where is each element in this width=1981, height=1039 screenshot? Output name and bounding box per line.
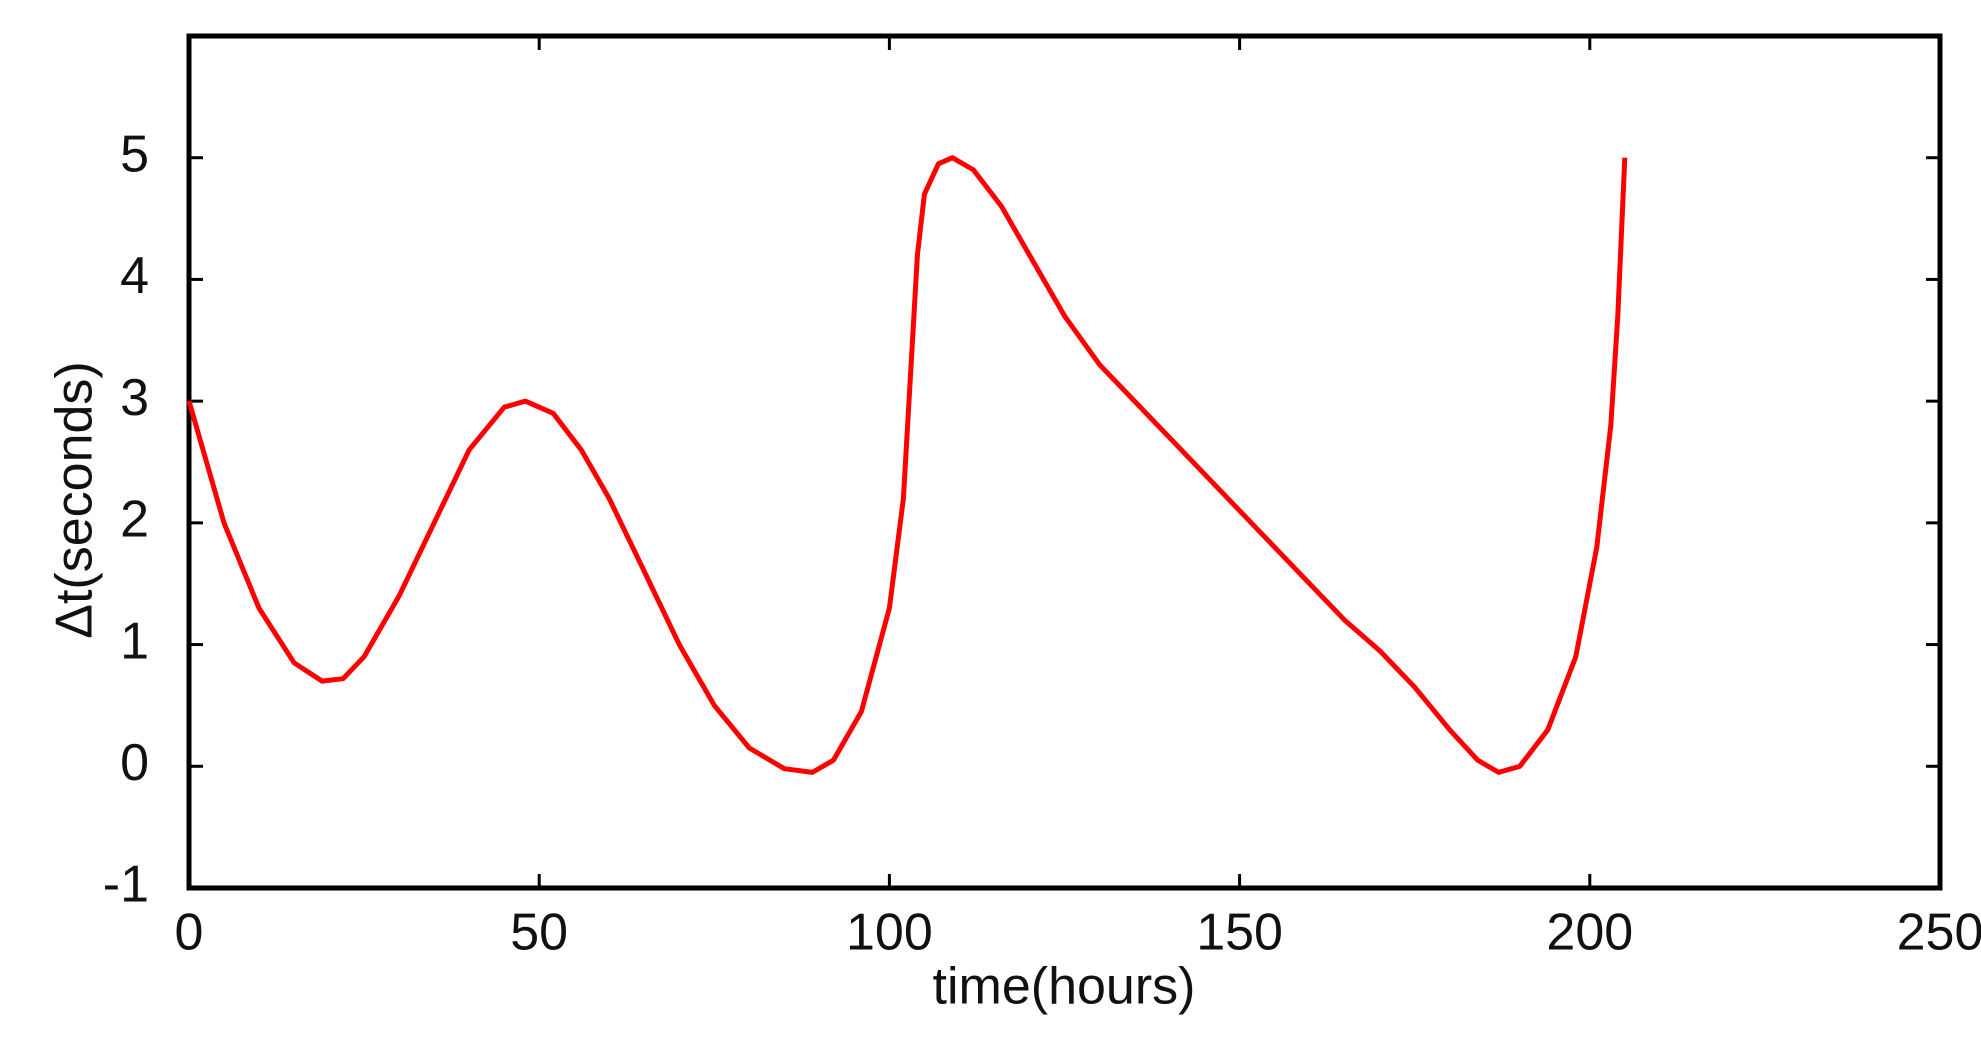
y-tick-label: 1 — [120, 612, 149, 670]
data-line — [186, 155, 1628, 775]
x-axis-label: time(hours) — [933, 958, 1196, 1016]
x-tick-label: 200 — [1546, 904, 1633, 962]
y-tick-label: 5 — [120, 125, 149, 183]
x-tick-label: 250 — [1897, 904, 1981, 962]
y-tick-label: 3 — [120, 369, 149, 427]
x-tick-label: 100 — [846, 904, 933, 962]
y-tick-label: -1 — [103, 856, 149, 914]
y-tick-label: 2 — [120, 491, 149, 549]
x-tick-label: 50 — [510, 904, 568, 962]
y-tick-label: 4 — [120, 247, 149, 305]
y-axis-label: Δt(seconds) — [46, 361, 104, 639]
x-tick-label: 0 — [175, 904, 204, 962]
plot-frame — [186, 33, 1943, 891]
y-tick-label: 0 — [120, 734, 149, 792]
x-tick-label: 150 — [1196, 904, 1283, 962]
